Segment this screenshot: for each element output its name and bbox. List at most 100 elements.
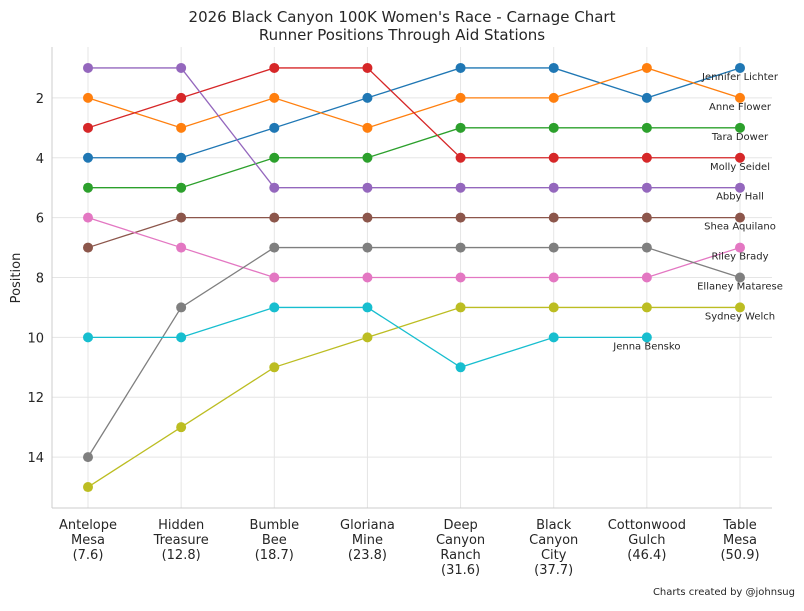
data-point (548, 272, 559, 283)
x-tick-label-line: Treasure (153, 533, 209, 548)
data-point (269, 92, 280, 103)
data-point (83, 332, 93, 343)
data-point (176, 422, 187, 433)
x-tick-label-line: Gulch (628, 533, 665, 548)
data-point (83, 482, 93, 493)
x-tick-label-line: (7.6) (73, 548, 104, 563)
data-point (176, 62, 187, 73)
x-tick-label-line: Bee (262, 533, 287, 548)
data-point (176, 122, 187, 133)
x-tick-label-line: (12.8) (162, 548, 201, 563)
series-line (87, 246, 741, 458)
data-point (269, 242, 280, 253)
data-point (548, 242, 559, 253)
data-point (641, 182, 652, 193)
data-point (362, 152, 373, 163)
x-tick-label-line: Mesa (71, 533, 105, 548)
data-point (83, 152, 93, 163)
data-point (641, 62, 652, 73)
runner-label: Jenna Bensko (612, 341, 680, 352)
data-point (455, 182, 466, 193)
data-point (735, 182, 745, 193)
x-tick-label-line: (46.4) (627, 548, 666, 563)
data-point (455, 302, 466, 313)
y-tick-label: 8 (36, 272, 44, 287)
series-group (83, 62, 745, 493)
x-tick-label-line: City (541, 548, 567, 563)
axes (51, 47, 772, 509)
runner-label: Molly Seidel (710, 162, 770, 173)
y-tick-label: 2 (36, 92, 44, 107)
data-point (83, 62, 93, 73)
data-point (269, 62, 280, 73)
x-tick-label-line: Canyon (436, 533, 485, 548)
data-point (176, 302, 187, 313)
data-point (641, 272, 652, 283)
x-tick-label-line: (50.9) (720, 548, 759, 563)
data-point (362, 122, 373, 133)
data-point (548, 122, 559, 133)
runner-label: Ellaney Matarese (697, 282, 783, 293)
runner-label: Jennifer Lichter (701, 72, 779, 83)
data-point (269, 362, 280, 373)
series-line (87, 67, 740, 159)
x-tick-label-line: Mine (352, 533, 383, 548)
x-tick-label-line: Gloriana (340, 518, 395, 533)
data-point (455, 62, 466, 73)
x-tick-label-line: Black (536, 518, 572, 533)
data-point (641, 92, 652, 103)
series-line (88, 67, 740, 189)
runner-label: Riley Brady (711, 252, 768, 263)
chart-subtitle: Runner Positions Through Aid Stations (259, 26, 545, 44)
x-tick-label: Cottonwood Gulch (46.4) (608, 518, 686, 563)
data-point (83, 212, 93, 223)
data-point (455, 362, 466, 373)
data-point (735, 122, 745, 133)
data-point (641, 332, 652, 343)
data-point (455, 212, 466, 223)
data-point (641, 212, 652, 223)
data-point (269, 302, 280, 313)
x-tick-label: Table Mesa (50.9) (720, 518, 759, 563)
data-point (455, 122, 466, 133)
data-point (641, 302, 652, 313)
runner-label: Tara Dower (711, 132, 769, 143)
x-tick-label-line: (18.7) (255, 548, 294, 563)
x-tick-label-line: Hidden (158, 518, 204, 533)
data-point (362, 242, 373, 253)
data-point (455, 152, 466, 163)
data-point (735, 302, 745, 313)
x-tick-label-line: Antelope (59, 518, 117, 533)
runner-label: Anne Flower (709, 102, 772, 113)
x-tick-label: Hidden Treasure (12.8) (153, 518, 209, 563)
series-line (87, 216, 740, 249)
x-tick-label-line: Cottonwood (608, 518, 686, 533)
data-point (362, 92, 373, 103)
data-point (735, 92, 745, 103)
x-tick-label: Antelope Mesa (7.6) (59, 518, 117, 563)
data-point (548, 332, 559, 343)
data-point (269, 212, 280, 223)
data-point (362, 302, 373, 313)
x-tick-label: Gloriana Mine (23.8) (340, 518, 395, 563)
data-point (735, 62, 745, 73)
x-tick-label-line: (31.6) (441, 563, 480, 578)
data-point (362, 62, 373, 73)
y-axis-label: Position (9, 253, 24, 304)
x-tick-label-line: Mesa (723, 533, 757, 548)
data-point (83, 92, 93, 103)
runner-label: Sydney Welch (705, 311, 775, 322)
data-point (83, 122, 93, 133)
x-tick-label-line: Ranch (440, 548, 480, 563)
series-line (87, 306, 740, 488)
data-point (641, 242, 652, 253)
data-point (83, 182, 93, 193)
data-point (455, 272, 466, 283)
data-point (735, 152, 745, 163)
y-tick-label: 6 (36, 212, 44, 227)
data-point (362, 212, 373, 223)
data-point (548, 182, 559, 193)
data-point (269, 182, 280, 193)
